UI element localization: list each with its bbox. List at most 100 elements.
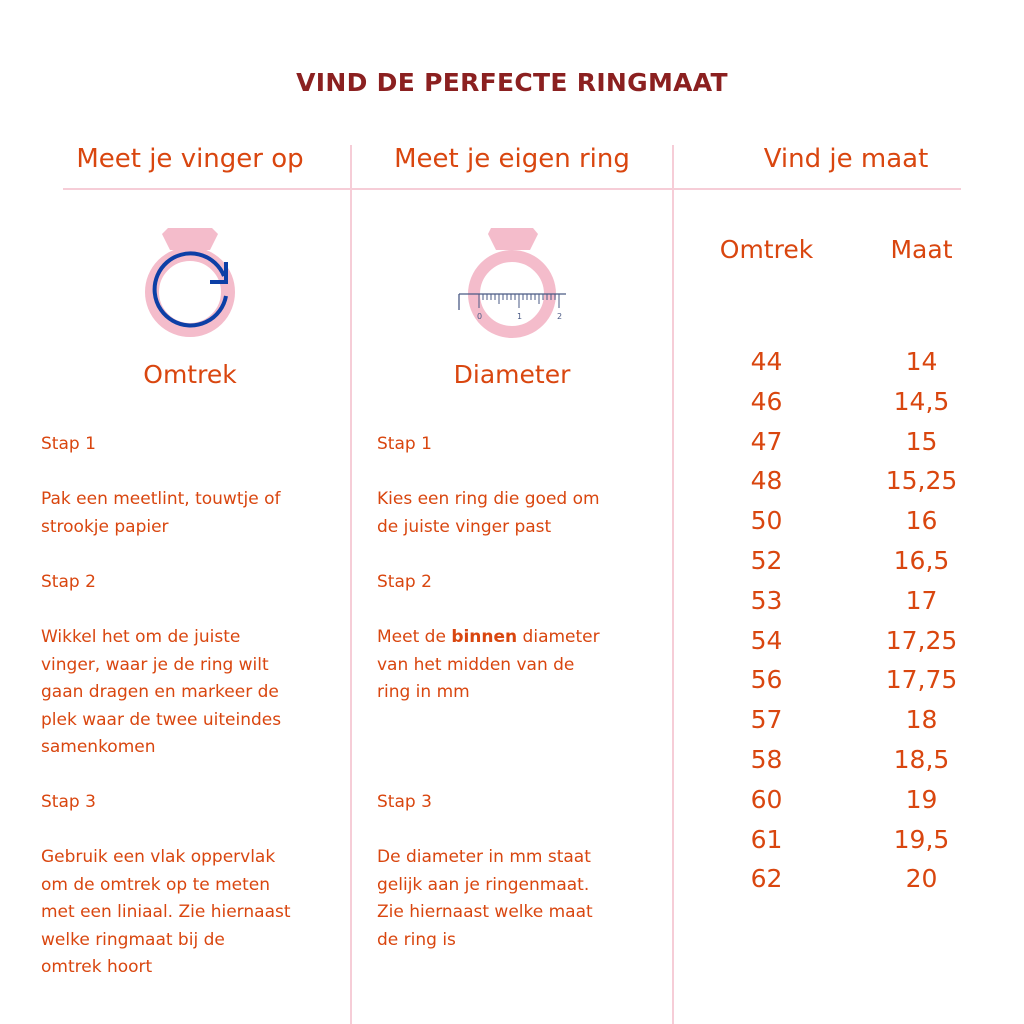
size-cell: 20 xyxy=(905,864,938,894)
size-cell: 18 xyxy=(905,705,938,735)
step-text: welke ringmaat bij de xyxy=(41,929,225,950)
column-heading-ring: Meet je eigen ring xyxy=(394,144,630,174)
size-cell: 14,5 xyxy=(893,386,950,416)
circumference-cell: 52 xyxy=(750,545,783,575)
step-text: gelijk aan je ringenmaat. xyxy=(377,874,590,895)
circumference-cell: 53 xyxy=(750,585,783,615)
step-title: Stap 1 xyxy=(377,434,432,454)
size-cell: 15 xyxy=(905,426,938,456)
size-table: Omtrek Maat xyxy=(689,230,999,270)
step-text: de juiste vinger past xyxy=(377,516,552,537)
ring-circumference-icon xyxy=(145,228,235,337)
step-2-text: Wikkel het om de juiste vinger, waar je … xyxy=(41,624,281,762)
step-title: Stap 1 xyxy=(41,434,96,454)
table-row: 61 19,5 xyxy=(689,820,999,860)
step-text: om de omtrek op te meten xyxy=(41,874,271,895)
ruler-label: 0 xyxy=(477,312,482,321)
table-row: 52 16,5 xyxy=(689,541,999,581)
ruler-label: 1 xyxy=(517,312,522,321)
circumference-cell: 62 xyxy=(750,864,783,894)
step-text: gaan dragen en markeer de xyxy=(41,682,279,702)
step-text: met een liniaal. Zie hiernaast xyxy=(41,902,291,922)
circumference-cell: 61 xyxy=(750,824,783,854)
ruler-label: 2 xyxy=(557,312,562,321)
step-3: Stap 3 xyxy=(41,789,96,817)
step-1: Stap 1 xyxy=(377,431,432,459)
header-divider xyxy=(63,188,961,190)
circumference-cell: 58 xyxy=(750,744,783,774)
circumference-cell: 54 xyxy=(750,625,783,655)
table-row: 60 19 xyxy=(689,780,999,820)
step-2: Stap 2 xyxy=(41,569,96,597)
step-text: Wikkel het om de juiste xyxy=(41,627,241,647)
table-row: 53 17 xyxy=(689,581,999,621)
step-text: De diameter in mm staat xyxy=(377,847,591,867)
circumference-cell: 44 xyxy=(750,347,783,376)
step-text: Pak een meetlint, touwtje of xyxy=(41,489,281,509)
step-title: Stap 3 xyxy=(377,792,432,812)
step-text: Gebruik een vlak oppervlak xyxy=(41,847,276,867)
table-row: 62 20 xyxy=(689,859,999,899)
step-3-text: De diameter in mm staat gelijk aan je ri… xyxy=(377,844,593,954)
method-label-circumference: Omtrek xyxy=(143,360,237,389)
step-text: Meet de binnen diameter xyxy=(377,624,600,652)
table-row: 56 17,75 xyxy=(689,660,999,700)
table-row: 46 14,5 xyxy=(689,382,999,422)
column-divider xyxy=(672,145,674,1024)
ring-ruler-icon: 0 1 2 xyxy=(458,228,566,338)
step-1-text: Kies een ring die goed om de juiste ving… xyxy=(377,486,600,541)
step-3: Stap 3 xyxy=(377,789,432,817)
step-text: van het midden van de xyxy=(377,654,575,675)
circumference-cell: 50 xyxy=(750,506,783,536)
step-text: de ring is xyxy=(377,929,456,950)
page-title: VIND DE PERFECTE RINGMAAT xyxy=(296,68,728,97)
table-row: 44 14 xyxy=(689,342,999,382)
table-row: 57 18 xyxy=(689,700,999,740)
step-3-text: Gebruik een vlak oppervlak om de omtrek … xyxy=(41,844,291,982)
step-title: Stap 2 xyxy=(377,572,432,592)
circumference-cell: 56 xyxy=(750,665,783,695)
table-row: 58 18,5 xyxy=(689,740,999,780)
circumference-cell: 47 xyxy=(750,426,783,456)
step-text: Zie hiernaast welke maat xyxy=(377,902,593,922)
size-cell: 17,75 xyxy=(885,665,958,695)
table-row: 50 16 xyxy=(689,501,999,541)
step-text: ring in mm xyxy=(377,682,470,702)
method-label-diameter: Diameter xyxy=(453,360,571,389)
table-row: 48 15,25 xyxy=(689,461,999,501)
column-divider xyxy=(350,145,352,1024)
size-cell: 18,5 xyxy=(893,744,950,774)
size-cell: 17,25 xyxy=(885,625,958,655)
step-title: Stap 2 xyxy=(41,572,96,592)
step-1-text: Pak een meetlint, touwtje of strookje pa… xyxy=(41,486,280,541)
step-2: Stap 2 xyxy=(377,569,432,597)
table-row: 54 17,25 xyxy=(689,621,999,661)
step-text: vinger, waar je de ring wilt xyxy=(41,654,269,675)
column-heading-finger: Meet je vinger op xyxy=(76,144,304,174)
size-cell: 16,5 xyxy=(893,545,950,575)
step-text: omtrek hoort xyxy=(41,957,153,977)
size-cell: 19 xyxy=(905,784,938,814)
step-text: Kies een ring die goed om xyxy=(377,489,600,509)
step-2-text: Meet de binnen diameter van het midden v… xyxy=(377,624,600,707)
size-cell: 17 xyxy=(905,585,938,615)
circumference-cell: 60 xyxy=(750,784,783,814)
step-text: samenkomen xyxy=(41,737,156,757)
step-text-part: diameter xyxy=(517,627,600,647)
size-table-body: 44 14 46 14,5 47 15 48 15,25 50 16 52 16,5 53 17 54 17,… xyxy=(689,342,999,899)
size-cell: 16 xyxy=(905,506,938,536)
step-text-part: Meet de xyxy=(377,627,452,647)
table-row: 47 15 xyxy=(689,422,999,462)
circumference-cell: 57 xyxy=(750,705,783,735)
column-heading-size: Vind je maat xyxy=(763,144,929,174)
size-cell: 19,5 xyxy=(893,824,950,854)
circumference-cell: 48 xyxy=(750,466,783,496)
circumference-cell: 46 xyxy=(750,386,783,416)
step-text: strookje papier xyxy=(41,516,169,537)
header-size: Maat xyxy=(890,235,953,264)
size-cell: 14 xyxy=(905,347,938,376)
size-cell: 15,25 xyxy=(885,466,958,496)
step-title: Stap 3 xyxy=(41,792,96,812)
step-text: plek waar de twee uiteindes xyxy=(41,709,282,730)
step-text-emphasis: binnen xyxy=(451,627,518,647)
